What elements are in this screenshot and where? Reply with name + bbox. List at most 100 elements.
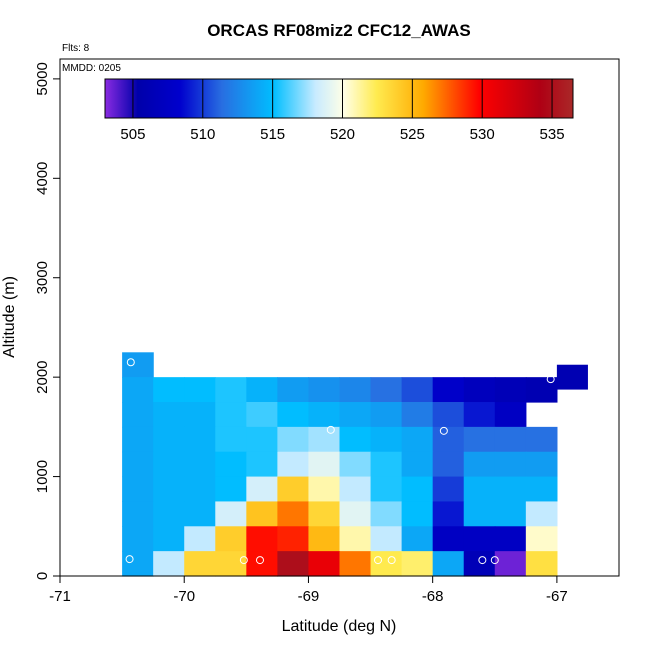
- x-axis-label: Latitude (deg N): [282, 618, 397, 635]
- colorbar-tick-label: 510: [190, 126, 215, 143]
- colorbar-gradient: [105, 79, 573, 118]
- colorbar-tick-label: 505: [120, 126, 145, 143]
- heatmap-cell: [153, 451, 185, 478]
- heatmap-cell: [525, 551, 558, 577]
- colorbar-tick-label: 530: [470, 126, 495, 143]
- heatmap-cell: [339, 526, 372, 552]
- heatmap-cell: [494, 451, 527, 478]
- chart-title: ORCAS RF08miz2 CFC12_AWAS: [207, 21, 471, 40]
- heatmap-cell: [339, 476, 372, 503]
- heatmap-cell: [122, 402, 154, 428]
- y-tick-label: 0: [34, 572, 51, 580]
- heatmap-cell: [525, 377, 558, 403]
- heatmap-cell: [246, 377, 278, 403]
- y-tick-label: 4000: [34, 162, 51, 195]
- x-tick-label: -70: [173, 588, 195, 605]
- heatmap-cell: [494, 426, 527, 453]
- sample-point: [255, 556, 264, 565]
- heatmap-cell: [122, 526, 154, 552]
- heatmap-cell: [184, 526, 216, 552]
- heatmap-cell: [494, 526, 527, 552]
- heatmap-cell: [308, 451, 341, 478]
- sample-point: [125, 555, 134, 564]
- y-tick-label: 2000: [34, 360, 51, 393]
- sample-point: [374, 556, 383, 565]
- heatmap-cell: [153, 551, 185, 577]
- y-tick-label: 3000: [34, 261, 51, 294]
- sample-point: [546, 375, 555, 384]
- heatmap-cell: [494, 551, 527, 577]
- heatmap-cell: [463, 501, 496, 527]
- heatmap-cell: [246, 426, 278, 453]
- heatmap-cell: [401, 402, 434, 428]
- heatmap-cell: [339, 551, 372, 577]
- heatmap-cell: [122, 352, 154, 378]
- heatmap-cell: [463, 526, 496, 552]
- heatmap-cell: [122, 426, 154, 453]
- heatmap-cell: [153, 402, 185, 428]
- heatmap-cell: [401, 551, 434, 577]
- y-tick-label: 1000: [34, 460, 51, 493]
- heatmap-cell: [339, 426, 372, 453]
- sample-point: [326, 425, 335, 434]
- heatmap-cell: [184, 377, 216, 403]
- x-tick-label: -67: [546, 588, 568, 605]
- heatmap-cell: [556, 364, 588, 390]
- heatmap-cell: [401, 426, 434, 453]
- heatmap-cell: [153, 501, 185, 527]
- heatmap-cell: [215, 501, 247, 527]
- heatmap-cell: [246, 501, 278, 527]
- heatmap-cell: [339, 451, 372, 478]
- heatmap-cell: [463, 426, 496, 453]
- sample-point: [239, 556, 248, 565]
- heatmap-cell: [308, 377, 341, 403]
- x-tick-label: -68: [422, 588, 444, 605]
- heatmap-cell: [277, 476, 310, 503]
- colorbar-tick-label: 520: [330, 126, 355, 143]
- flights-annotation: Flts: 8: [62, 43, 90, 54]
- heatmap-cell: [308, 402, 341, 428]
- heatmap-cell: [339, 501, 372, 527]
- heatmap-cell: [215, 476, 247, 503]
- heatmap-cell: [122, 476, 154, 503]
- sample-point: [478, 556, 487, 565]
- heatmap-cell: [494, 402, 527, 428]
- heatmap-cell: [525, 451, 558, 478]
- heatmap-cell: [401, 501, 434, 527]
- heatmap-cell: [432, 426, 465, 453]
- heatmap-cell: [370, 426, 403, 453]
- heatmap-cell: [215, 551, 247, 577]
- colorbar-frame: [104, 78, 574, 119]
- heatmap-cell: [432, 501, 465, 527]
- heatmap-cell: [153, 476, 185, 503]
- colorbar-tick-label: 515: [260, 126, 285, 143]
- heatmap-cell: [215, 426, 247, 453]
- heatmap-cell: [308, 426, 341, 453]
- heatmap-cell: [463, 451, 496, 478]
- heatmap-cell: [215, 402, 247, 428]
- heatmap-cell: [432, 451, 465, 478]
- heatmap-cell: [494, 476, 527, 503]
- heatmap-cell: [308, 526, 341, 552]
- heatmap-cell: [463, 476, 496, 503]
- heatmap-cell: [308, 476, 341, 503]
- y-axis: 0 1000 2000 3000 4000 5000: [34, 62, 61, 580]
- heatmap-cell: [246, 402, 278, 428]
- x-axis: -71 -70 -69 -68 -67: [49, 575, 568, 605]
- heatmap-cell: [370, 476, 403, 503]
- heatmap-cell: [122, 451, 154, 478]
- heatmap-cell: [494, 377, 527, 403]
- heatmap-cell: [277, 377, 310, 403]
- heatmap-cell: [432, 377, 465, 403]
- heatmap-cell: [246, 476, 278, 503]
- heatmap-cell: [432, 551, 465, 577]
- heatmap-cell: [184, 402, 216, 428]
- heatmap-cell: [370, 526, 403, 552]
- x-tick-label: -71: [49, 588, 71, 605]
- colorbar-tick-label: 535: [540, 126, 565, 143]
- heatmap-cell: [184, 501, 216, 527]
- heatmap-cell: [525, 426, 558, 453]
- heatmap-cell: [153, 426, 185, 453]
- sample-point: [439, 426, 448, 435]
- heatmap-cell: [277, 551, 310, 577]
